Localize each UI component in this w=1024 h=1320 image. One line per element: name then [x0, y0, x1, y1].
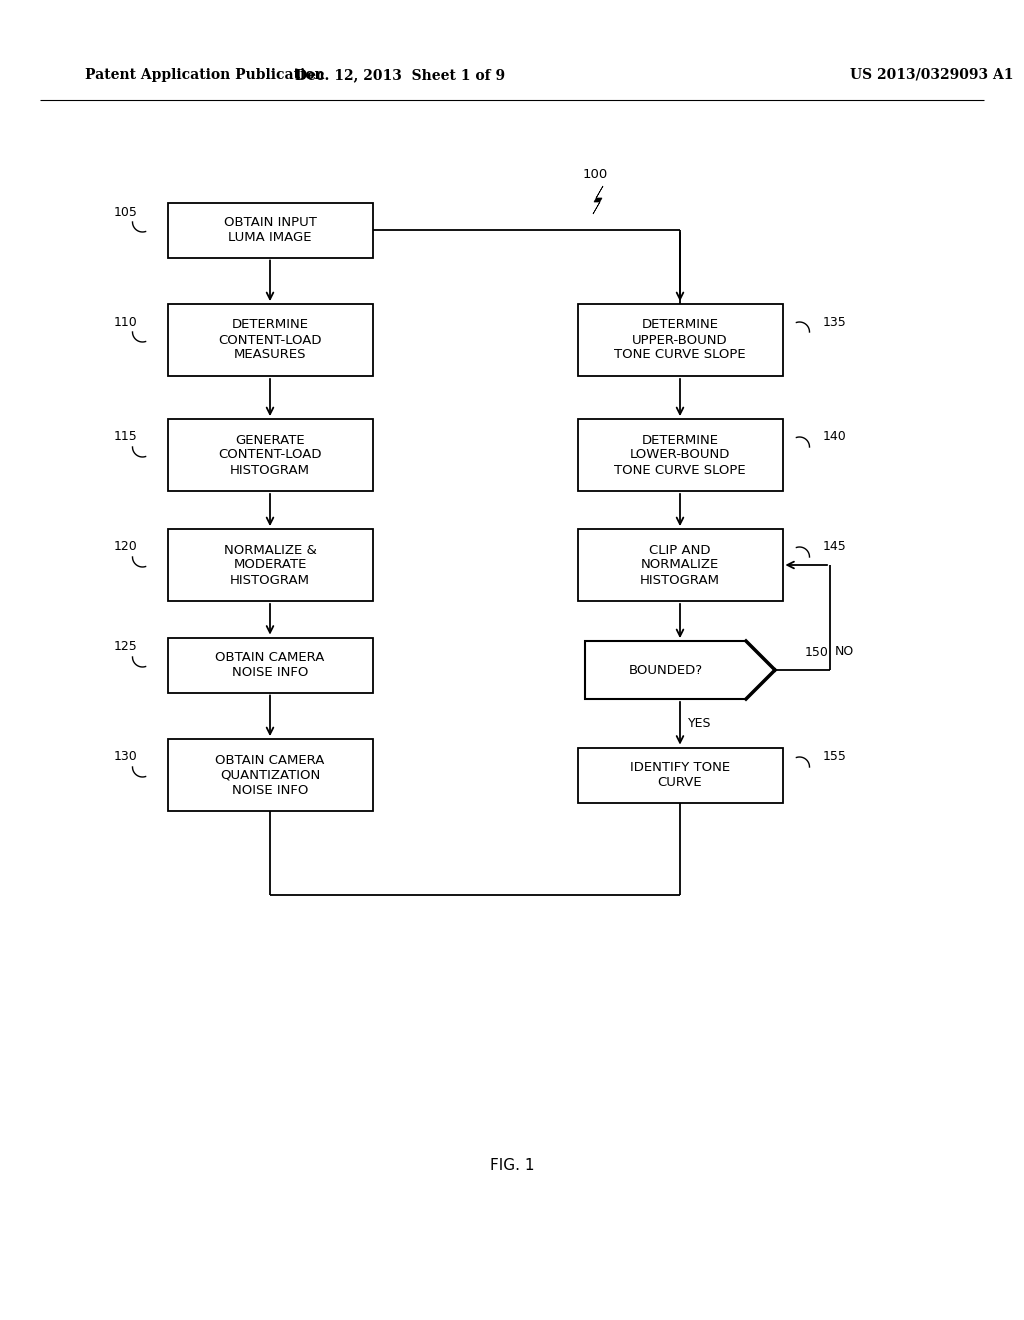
- Text: 145: 145: [822, 540, 846, 553]
- Text: BOUNDED?: BOUNDED?: [629, 664, 702, 676]
- Bar: [578, 304, 782, 376]
- Text: IDENTIFY TONE
CURVE: IDENTIFY TONE CURVE: [630, 762, 730, 789]
- Text: US 2013/0329093 A1: US 2013/0329093 A1: [850, 69, 1014, 82]
- Text: OBTAIN CAMERA
NOISE INFO: OBTAIN CAMERA NOISE INFO: [215, 651, 325, 678]
- Polygon shape: [593, 186, 603, 214]
- Text: 130: 130: [114, 751, 137, 763]
- Text: 120: 120: [114, 540, 137, 553]
- Text: YES: YES: [688, 717, 712, 730]
- Bar: [578, 529, 782, 601]
- Text: DETERMINE
LOWER-BOUND
TONE CURVE SLOPE: DETERMINE LOWER-BOUND TONE CURVE SLOPE: [614, 433, 745, 477]
- Text: FIG. 1: FIG. 1: [489, 1158, 535, 1172]
- Text: 125: 125: [114, 640, 137, 653]
- Bar: [168, 638, 373, 693]
- Text: NORMALIZE &
MODERATE
HISTOGRAM: NORMALIZE & MODERATE HISTOGRAM: [223, 544, 316, 586]
- Bar: [168, 202, 373, 257]
- Text: 105: 105: [114, 206, 137, 219]
- Text: 110: 110: [114, 315, 137, 329]
- Text: GENERATE
CONTENT-LOAD
HISTOGRAM: GENERATE CONTENT-LOAD HISTOGRAM: [218, 433, 322, 477]
- Text: OBTAIN CAMERA
QUANTIZATION
NOISE INFO: OBTAIN CAMERA QUANTIZATION NOISE INFO: [215, 754, 325, 796]
- Text: Dec. 12, 2013  Sheet 1 of 9: Dec. 12, 2013 Sheet 1 of 9: [295, 69, 505, 82]
- Bar: [578, 418, 782, 491]
- Text: 155: 155: [822, 751, 847, 763]
- Text: 135: 135: [822, 315, 846, 329]
- Text: 115: 115: [114, 430, 137, 444]
- Text: DETERMINE
UPPER-BOUND
TONE CURVE SLOPE: DETERMINE UPPER-BOUND TONE CURVE SLOPE: [614, 318, 745, 362]
- Bar: [168, 739, 373, 810]
- Bar: [168, 418, 373, 491]
- Text: OBTAIN INPUT
LUMA IMAGE: OBTAIN INPUT LUMA IMAGE: [223, 216, 316, 244]
- Text: CLIP AND
NORMALIZE
HISTOGRAM: CLIP AND NORMALIZE HISTOGRAM: [640, 544, 720, 586]
- Text: 100: 100: [583, 169, 607, 181]
- Bar: [578, 747, 782, 803]
- Bar: [168, 304, 373, 376]
- Text: NO: NO: [835, 645, 854, 657]
- Bar: [168, 529, 373, 601]
- Text: 150: 150: [805, 645, 828, 659]
- Text: Patent Application Publication: Patent Application Publication: [85, 69, 325, 82]
- Text: DETERMINE
CONTENT-LOAD
MEASURES: DETERMINE CONTENT-LOAD MEASURES: [218, 318, 322, 362]
- Text: 140: 140: [822, 430, 846, 444]
